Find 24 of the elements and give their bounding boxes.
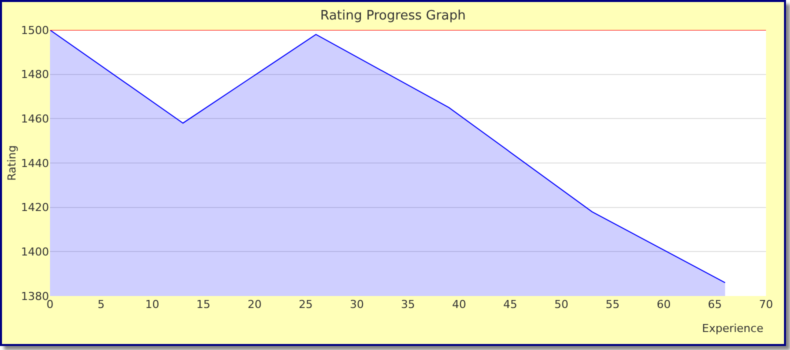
x-tick-label: 20	[248, 298, 262, 311]
x-axis-title: Experience	[702, 322, 764, 335]
x-tick-label: 0	[46, 298, 54, 311]
chart-title: Rating Progress Graph	[320, 8, 466, 24]
x-tick-label: 30	[350, 298, 364, 311]
x-tick-label: 65	[708, 298, 722, 311]
y-tick-label: 1400	[21, 246, 49, 259]
y-tick-label: 1440	[21, 156, 49, 170]
y-axis-title: Rating	[6, 145, 19, 181]
x-tick-label: 55	[606, 298, 620, 311]
x-tick-label: 50	[554, 298, 568, 311]
x-tick-label: 40	[452, 298, 466, 311]
y-tick-label: 1500	[21, 24, 49, 37]
x-tick-label: 70	[759, 298, 773, 311]
x-tick-label: 35	[401, 298, 415, 311]
x-tick-label: 15	[196, 298, 210, 311]
x-tick-label: 45	[503, 298, 518, 311]
y-tick-label: 1480	[21, 68, 49, 82]
x-tick-label: 60	[656, 298, 671, 311]
y-tick-label: 1420	[21, 201, 49, 214]
x-tick-label: 25	[298, 298, 313, 311]
x-tick-label: 5	[98, 298, 105, 311]
y-tick-label: 1460	[21, 112, 49, 126]
x-tick-label: 10	[145, 298, 160, 311]
